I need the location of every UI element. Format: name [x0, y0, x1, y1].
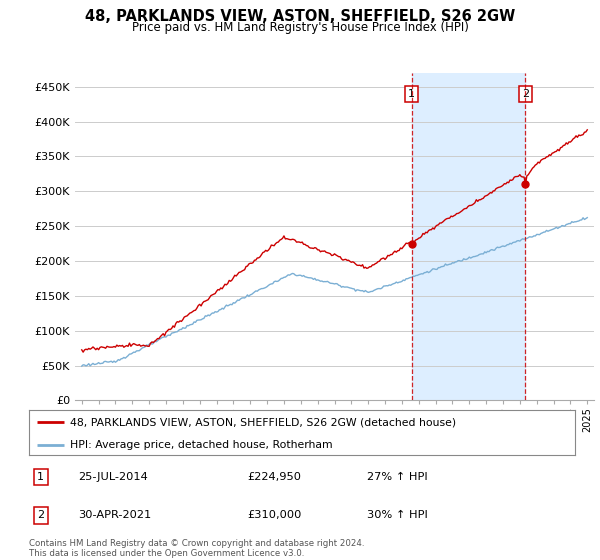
Text: 30-APR-2021: 30-APR-2021 — [78, 510, 151, 520]
Text: Price paid vs. HM Land Registry's House Price Index (HPI): Price paid vs. HM Land Registry's House … — [131, 21, 469, 34]
Text: 30% ↑ HPI: 30% ↑ HPI — [367, 510, 428, 520]
Text: 1: 1 — [37, 472, 44, 482]
Text: 2: 2 — [37, 510, 44, 520]
Text: 25-JUL-2014: 25-JUL-2014 — [78, 472, 148, 482]
Text: 48, PARKLANDS VIEW, ASTON, SHEFFIELD, S26 2GW: 48, PARKLANDS VIEW, ASTON, SHEFFIELD, S2… — [85, 9, 515, 24]
Text: HPI: Average price, detached house, Rotherham: HPI: Average price, detached house, Roth… — [70, 440, 332, 450]
Text: 27% ↑ HPI: 27% ↑ HPI — [367, 472, 428, 482]
Text: Contains HM Land Registry data © Crown copyright and database right 2024.
This d: Contains HM Land Registry data © Crown c… — [29, 539, 364, 558]
Text: 48, PARKLANDS VIEW, ASTON, SHEFFIELD, S26 2GW (detached house): 48, PARKLANDS VIEW, ASTON, SHEFFIELD, S2… — [70, 417, 456, 427]
Text: 2: 2 — [522, 88, 529, 99]
Text: £224,950: £224,950 — [247, 472, 301, 482]
Text: 1: 1 — [408, 88, 415, 99]
Text: £310,000: £310,000 — [247, 510, 302, 520]
Bar — [412, 73, 526, 400]
